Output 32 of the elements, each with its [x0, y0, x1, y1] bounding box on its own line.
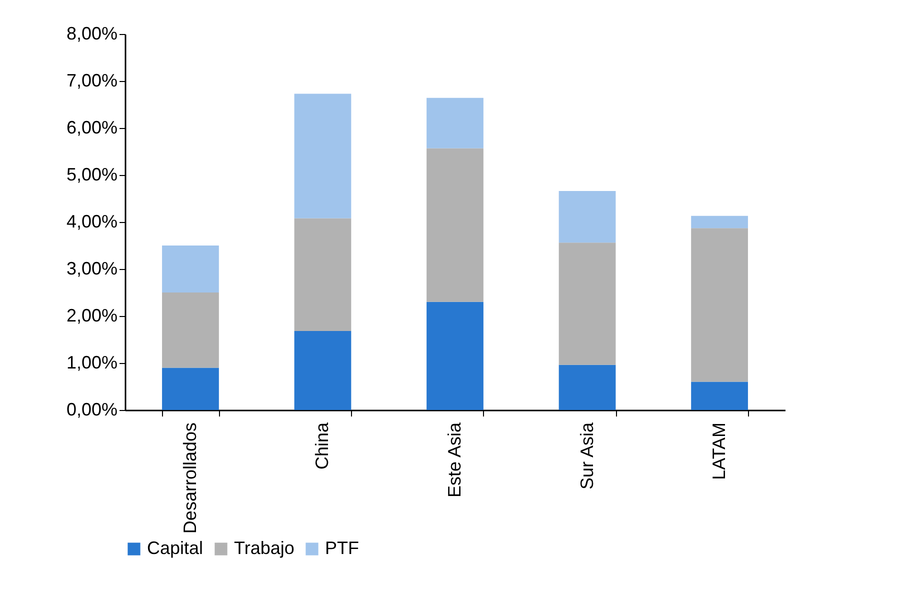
bar [294, 218, 352, 332]
x-tick-label: China [312, 422, 332, 470]
bar [426, 302, 484, 410]
bar [162, 368, 219, 410]
x-tick-label: Desarrollados [180, 422, 200, 534]
y-tick-label: 0,00% [66, 400, 118, 420]
legend-label: PTF [325, 538, 359, 558]
bar [294, 94, 352, 218]
y-tick-label: 5,00% [66, 164, 118, 184]
y-tick-label: 1,00% [66, 352, 118, 372]
bar [558, 242, 616, 365]
bar [558, 364, 616, 410]
legend-label: Capital [147, 538, 204, 558]
bar [558, 190, 616, 243]
bar [426, 148, 484, 302]
x-tick-label: Este Asia [444, 422, 464, 498]
bar [691, 228, 748, 382]
x-tick-label: LATAM [709, 422, 730, 480]
legend-label: Trabajo [234, 538, 294, 558]
y-tick-label: 3,00% [66, 258, 118, 278]
bar [294, 331, 352, 410]
x-tick-label: Sur Asia [576, 422, 597, 490]
y-tick-label: 7,00% [66, 70, 118, 90]
bar [162, 292, 219, 368]
bar [691, 216, 748, 228]
y-tick-label: 6,00% [66, 118, 118, 138]
bar [426, 98, 484, 148]
bar [691, 382, 748, 410]
y-tick-label: 4,00% [66, 212, 118, 232]
bar [162, 246, 219, 292]
y-tick-label: 2,00% [66, 306, 118, 326]
y-tick-label: 8,00% [66, 24, 118, 44]
